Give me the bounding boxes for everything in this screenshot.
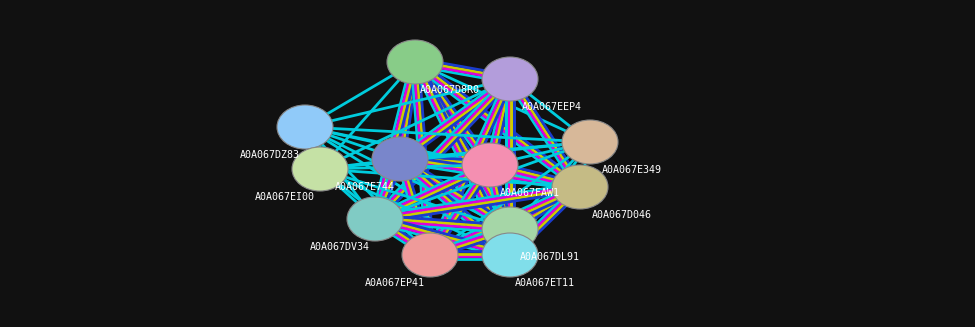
Ellipse shape xyxy=(402,233,458,277)
Text: A0A067EEP4: A0A067EEP4 xyxy=(522,102,582,112)
Text: A0A067D046: A0A067D046 xyxy=(592,210,652,220)
Ellipse shape xyxy=(462,143,518,187)
Ellipse shape xyxy=(387,40,443,84)
Text: A0A067EP41: A0A067EP41 xyxy=(365,278,425,288)
Ellipse shape xyxy=(552,165,608,209)
Text: A0A067ET11: A0A067ET11 xyxy=(515,278,575,288)
Ellipse shape xyxy=(347,197,403,241)
Ellipse shape xyxy=(482,233,538,277)
Text: A0A067FAW1: A0A067FAW1 xyxy=(500,188,560,198)
Ellipse shape xyxy=(292,147,348,191)
Text: A0A067D8R0: A0A067D8R0 xyxy=(420,85,480,95)
Text: A0A067DZ83: A0A067DZ83 xyxy=(240,150,300,160)
Text: A0A067DL91: A0A067DL91 xyxy=(520,252,580,262)
Ellipse shape xyxy=(562,120,618,164)
Ellipse shape xyxy=(277,105,333,149)
Ellipse shape xyxy=(482,57,538,101)
Ellipse shape xyxy=(482,207,538,251)
Text: A0A067DV34: A0A067DV34 xyxy=(310,242,370,252)
Text: A0A067E349: A0A067E349 xyxy=(602,165,662,175)
Text: A0A067E744: A0A067E744 xyxy=(335,182,395,192)
Text: A0A067EI00: A0A067EI00 xyxy=(255,192,315,202)
Ellipse shape xyxy=(372,137,428,181)
